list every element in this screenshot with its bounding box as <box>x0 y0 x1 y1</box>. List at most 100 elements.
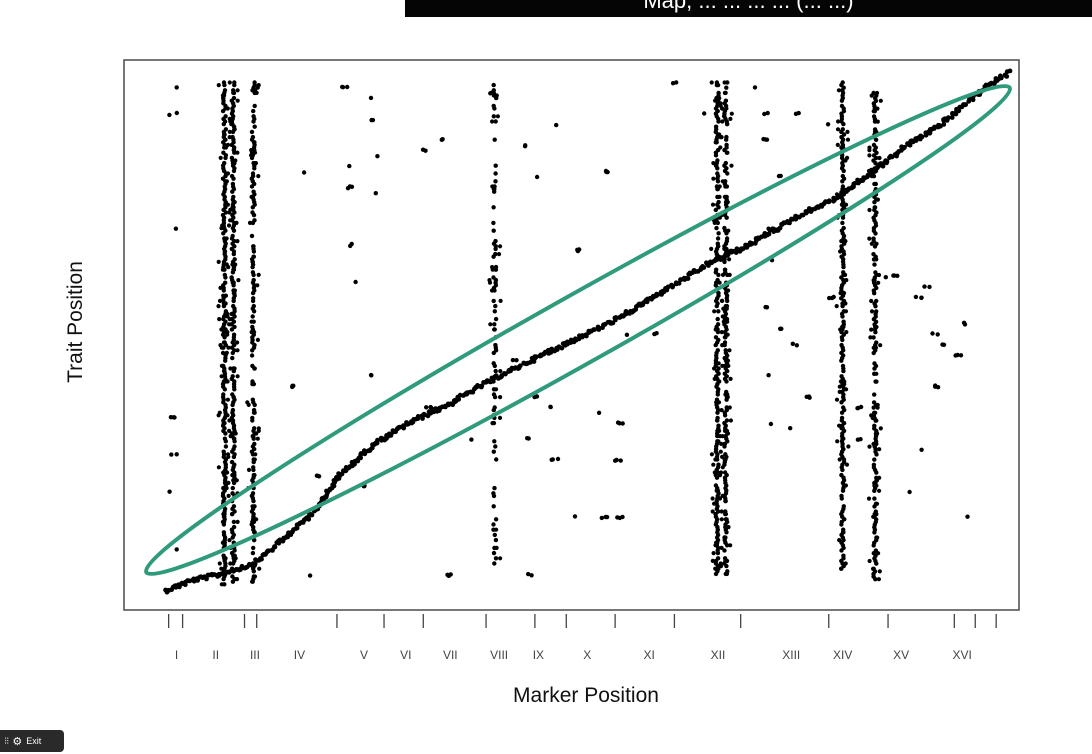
scatter-point <box>526 571 531 577</box>
trans-point <box>249 155 255 161</box>
trans-point <box>220 267 225 272</box>
trans-point <box>872 244 878 249</box>
trans-point <box>839 522 844 527</box>
cis-point <box>907 142 913 148</box>
trans-point <box>722 80 727 85</box>
trans-point <box>839 358 844 363</box>
scatter-point <box>796 110 801 116</box>
trans-point <box>872 496 877 501</box>
trans-point <box>839 410 845 415</box>
scatter-point <box>617 421 622 426</box>
trans-point <box>252 366 257 371</box>
trans-point <box>713 457 718 462</box>
trans-point <box>872 366 877 371</box>
scatter-point <box>930 331 935 336</box>
trans-point <box>871 405 876 410</box>
trans-point <box>221 121 226 127</box>
trans-point <box>493 444 498 449</box>
cis-point <box>676 280 682 286</box>
trans-point <box>225 142 231 147</box>
trans-point <box>843 309 849 314</box>
trans-point <box>235 239 240 244</box>
trans-point <box>874 470 879 475</box>
trans-point <box>492 106 497 111</box>
trans-point <box>252 166 257 171</box>
cis-point <box>678 277 683 283</box>
trans-point <box>235 340 240 345</box>
cis-point <box>945 115 951 121</box>
trans-point <box>250 264 255 270</box>
trans-point <box>490 421 495 426</box>
trans-point <box>837 457 842 462</box>
trans-point <box>872 200 877 205</box>
trans-point <box>714 140 719 145</box>
trans-point <box>836 88 842 93</box>
trans-point <box>233 431 238 436</box>
trans-point <box>719 330 724 335</box>
scatter-point <box>174 110 179 116</box>
trans-point <box>727 348 732 353</box>
scatter-point <box>307 573 313 578</box>
trans-point <box>876 577 882 582</box>
cis-ellipse <box>144 83 1012 577</box>
trans-point <box>840 303 845 309</box>
trans-point <box>710 202 716 207</box>
trans-point <box>715 257 721 262</box>
trans-point <box>491 82 496 88</box>
scatter-point <box>907 489 912 495</box>
gear-icon: ⚙ <box>12 735 23 748</box>
scatter-point <box>825 122 831 127</box>
trans-point <box>235 88 240 93</box>
scatter-point <box>788 426 793 431</box>
scatter-point <box>654 331 659 336</box>
cis-point <box>592 327 597 332</box>
trans-point <box>216 465 221 470</box>
trans-point <box>715 550 721 556</box>
trans-point <box>874 452 879 457</box>
scatter-point <box>173 226 179 231</box>
trans-point <box>255 85 260 90</box>
trans-point <box>227 80 232 85</box>
trans-point <box>871 350 876 356</box>
chromosome-label-XV: XV <box>893 648 909 662</box>
trans-point <box>229 327 235 332</box>
trans-point <box>715 166 720 171</box>
trans-point <box>711 462 716 467</box>
trans-point <box>219 374 224 379</box>
trans-point <box>841 121 846 127</box>
scatter-point <box>965 514 970 519</box>
scatter-point <box>347 184 353 189</box>
trans-point <box>235 374 240 379</box>
scatter-point <box>768 421 774 427</box>
chromosome-label-XI: XI <box>643 648 654 662</box>
trans-point <box>868 335 873 340</box>
trans-point <box>724 571 730 577</box>
x-axis: I II III IV V VI VII VIII IX X XI XII XIII XIV XV XVI <box>167 614 997 662</box>
scatter-point <box>491 91 497 96</box>
trans-point <box>871 514 876 519</box>
trans-point <box>727 405 732 410</box>
cis-point <box>852 181 858 186</box>
trans-point <box>253 452 258 457</box>
cis-point <box>358 451 364 456</box>
trans-point <box>722 259 727 265</box>
scatter-point <box>674 80 679 85</box>
exit-button[interactable]: ⁝⁝ ⚙ Exit <box>0 730 64 752</box>
trans-point <box>235 150 240 155</box>
cis-point <box>517 363 523 369</box>
trans-point <box>227 210 232 215</box>
trans-point <box>491 504 496 509</box>
trans-point <box>491 254 496 259</box>
trans-point <box>231 176 236 181</box>
trans-point <box>722 413 728 418</box>
cis-point <box>397 424 403 430</box>
scatter-point <box>375 154 380 159</box>
trans-point <box>726 249 731 254</box>
trans-point <box>834 192 840 197</box>
trans-point <box>252 530 257 535</box>
trans-point <box>492 137 497 142</box>
trans-point <box>498 298 503 303</box>
trans-point <box>251 309 257 314</box>
trans-point <box>232 150 237 155</box>
trans-point <box>223 275 228 280</box>
